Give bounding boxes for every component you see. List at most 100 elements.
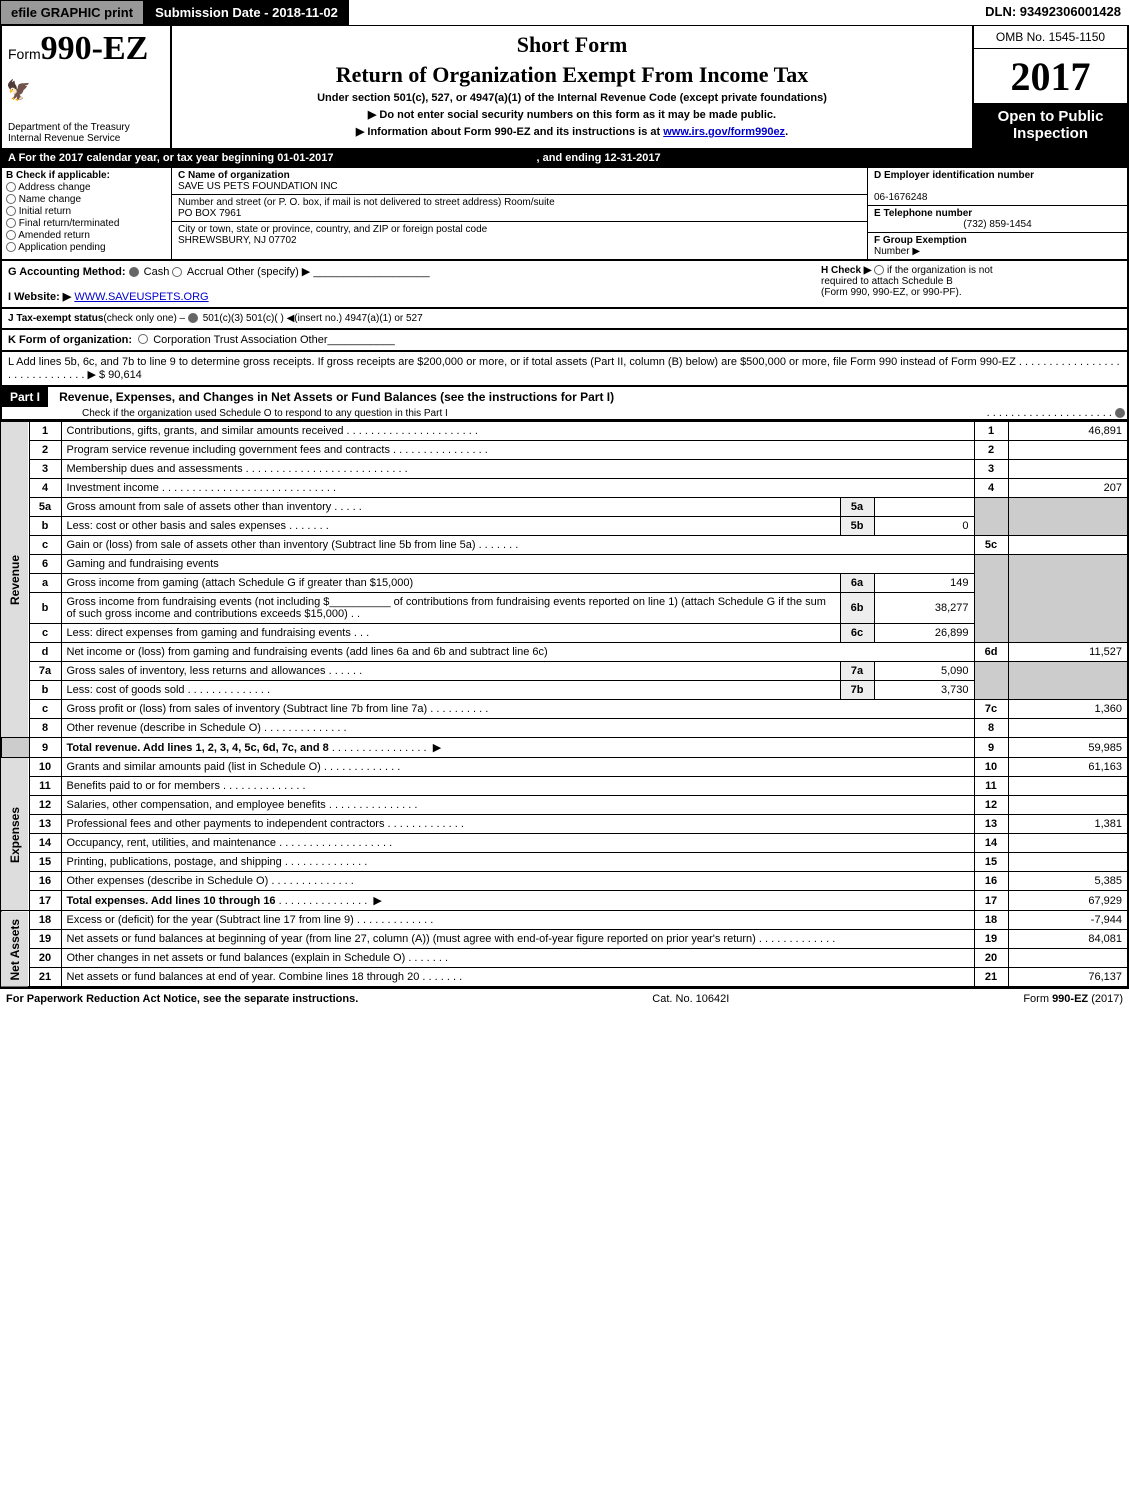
ln21-desc: Net assets or fund balances at end of ye… [67, 971, 420, 983]
ln7a-num: 7a [29, 662, 61, 681]
ln5a-subval [874, 498, 974, 517]
k-label: K Form of organization: [8, 334, 132, 346]
ln11-num: 11 [29, 777, 61, 796]
ln15-val [1008, 853, 1128, 872]
ln10-lineno: 10 [974, 758, 1008, 777]
ln6d-lineno: 6d [974, 643, 1008, 662]
ln19-num: 19 [29, 930, 61, 949]
ln7a-desc: Gross sales of inventory, less returns a… [67, 665, 326, 677]
check-if-applicable: B Check if applicable: [6, 170, 167, 181]
irs-link[interactable]: www.irs.gov/form990ez [663, 126, 785, 138]
chk-initial-return[interactable]: Initial return [6, 206, 167, 217]
chk-address-change[interactable]: Address change [6, 182, 167, 193]
ln10-num: 10 [29, 758, 61, 777]
ln13-num: 13 [29, 815, 61, 834]
phone-value: (732) 859-1454 [874, 219, 1121, 230]
h-checkbox[interactable] [874, 265, 884, 275]
part1-schedule-o-check[interactable] [1115, 408, 1125, 418]
ln12-lineno: 12 [974, 796, 1008, 815]
ln8-desc: Other revenue (describe in Schedule O) [67, 722, 261, 734]
section-b-to-f: B Check if applicable: Address change Na… [0, 168, 1129, 261]
ln9-num: 9 [29, 738, 61, 758]
ln5b-num: b [29, 517, 61, 536]
ln14-lineno: 14 [974, 834, 1008, 853]
g-label: G Accounting Method: [8, 266, 126, 278]
ln16-desc: Other expenses (describe in Schedule O) [67, 875, 269, 887]
footer-catno: Cat. No. 10642I [358, 993, 1023, 1005]
chk-application-pending[interactable]: Application pending [6, 242, 167, 253]
efile-print-button[interactable]: efile GRAPHIC print [0, 0, 144, 25]
f-label: F Group Exemption [874, 235, 967, 246]
ln21-num: 21 [29, 968, 61, 988]
ln4-num: 4 [29, 479, 61, 498]
website-link[interactable]: WWW.SAVEUSPETS.ORG [74, 291, 208, 303]
ln6d-val: 11,527 [1008, 643, 1128, 662]
footer-left: For Paperwork Reduction Act Notice, see … [6, 993, 358, 1005]
radio-cash[interactable] [129, 267, 139, 277]
ln5a-desc: Gross amount from sale of assets other t… [67, 501, 332, 513]
part1-table: Revenue 1 Contributions, gifts, grants, … [0, 421, 1129, 988]
ln9-arrow: ▶ [433, 742, 441, 754]
ln5a-sub: 5a [840, 498, 874, 517]
ln19-val: 84,081 [1008, 930, 1128, 949]
ln3-val [1008, 460, 1128, 479]
chk-name-change[interactable]: Name change [6, 194, 167, 205]
radio-corp[interactable] [138, 334, 148, 344]
ln20-desc: Other changes in net assets or fund bala… [67, 952, 406, 964]
chk-final-return[interactable]: Final return/terminated [6, 218, 167, 229]
ln6c-subval: 26,899 [874, 624, 974, 643]
row-g-h: G Accounting Method: Cash Accrual Other … [0, 261, 1129, 309]
part1-title: Revenue, Expenses, and Changes in Net As… [51, 387, 622, 407]
ln2-desc: Program service revenue including govern… [67, 444, 390, 456]
cash-label: Cash [144, 266, 170, 278]
ln1-lineno: 1 [974, 422, 1008, 441]
ln6c-desc: Less: direct expenses from gaming and fu… [67, 627, 351, 639]
open-line2: Inspection [1013, 125, 1088, 142]
ln1-val: 46,891 [1008, 422, 1128, 441]
ln6b-subval: 38,277 [874, 593, 974, 624]
ln17-num: 17 [29, 891, 61, 911]
ln15-lineno: 15 [974, 853, 1008, 872]
ln14-val [1008, 834, 1128, 853]
k-options: Corporation Trust Association Other [153, 334, 327, 346]
ln7b-subval: 3,730 [874, 681, 974, 700]
addr-label: Number and street (or P. O. box, if mail… [178, 197, 555, 208]
l-text: L Add lines 5b, 6c, and 7b to line 9 to … [8, 356, 1016, 368]
ln2-num: 2 [29, 441, 61, 460]
org-name: SAVE US PETS FOUNDATION INC [178, 181, 338, 192]
sidelabel-netassets: Net Assets [1, 911, 29, 988]
tax-year-begin: A For the 2017 calendar year, or tax yea… [8, 152, 333, 164]
ln13-desc: Professional fees and other payments to … [67, 818, 385, 830]
footer-formno: Form 990-EZ (2017) [1023, 993, 1123, 1005]
ln7a-sub: 7a [840, 662, 874, 681]
radio-accrual[interactable] [172, 267, 182, 277]
ln16-val: 5,385 [1008, 872, 1128, 891]
ln11-desc: Benefits paid to or for members [67, 780, 220, 792]
ln6a-subval: 149 [874, 574, 974, 593]
other-label: Other (specify) ▶ [227, 266, 311, 278]
row-j: J Tax-exempt status(check only one) – 50… [0, 309, 1129, 330]
ln6c-sub: 6c [840, 624, 874, 643]
j-options: 501(c)(3) 501(c)( ) ◀(insert no.) 4947(a… [203, 313, 423, 324]
ln6a-sub: 6a [840, 574, 874, 593]
ln1-desc: Contributions, gifts, grants, and simila… [67, 425, 344, 437]
sidelabel-revenue: Revenue [1, 422, 29, 738]
ln6b-num: b [29, 593, 61, 624]
ln8-num: 8 [29, 719, 61, 738]
omb-number: OMB No. 1545-1150 [974, 26, 1127, 49]
part1-label: Part I [2, 387, 48, 407]
chk-amended[interactable]: Amended return [6, 230, 167, 241]
ln5c-num: c [29, 536, 61, 555]
ln5b-sub: 5b [840, 517, 874, 536]
form-prefix: Form [8, 46, 41, 62]
ln6d-desc: Net income or (loss) from gaming and fun… [61, 643, 974, 662]
ln7c-val: 1,360 [1008, 700, 1128, 719]
ln9-lineno: 9 [974, 738, 1008, 758]
ln17-val: 67,929 [1008, 891, 1128, 911]
h-label: H Check ▶ [821, 265, 871, 276]
ln15-desc: Printing, publications, postage, and shi… [67, 856, 282, 868]
ln14-num: 14 [29, 834, 61, 853]
ln7b-desc: Less: cost of goods sold [67, 684, 185, 696]
ln11-lineno: 11 [974, 777, 1008, 796]
radio-501c3[interactable] [188, 313, 198, 323]
